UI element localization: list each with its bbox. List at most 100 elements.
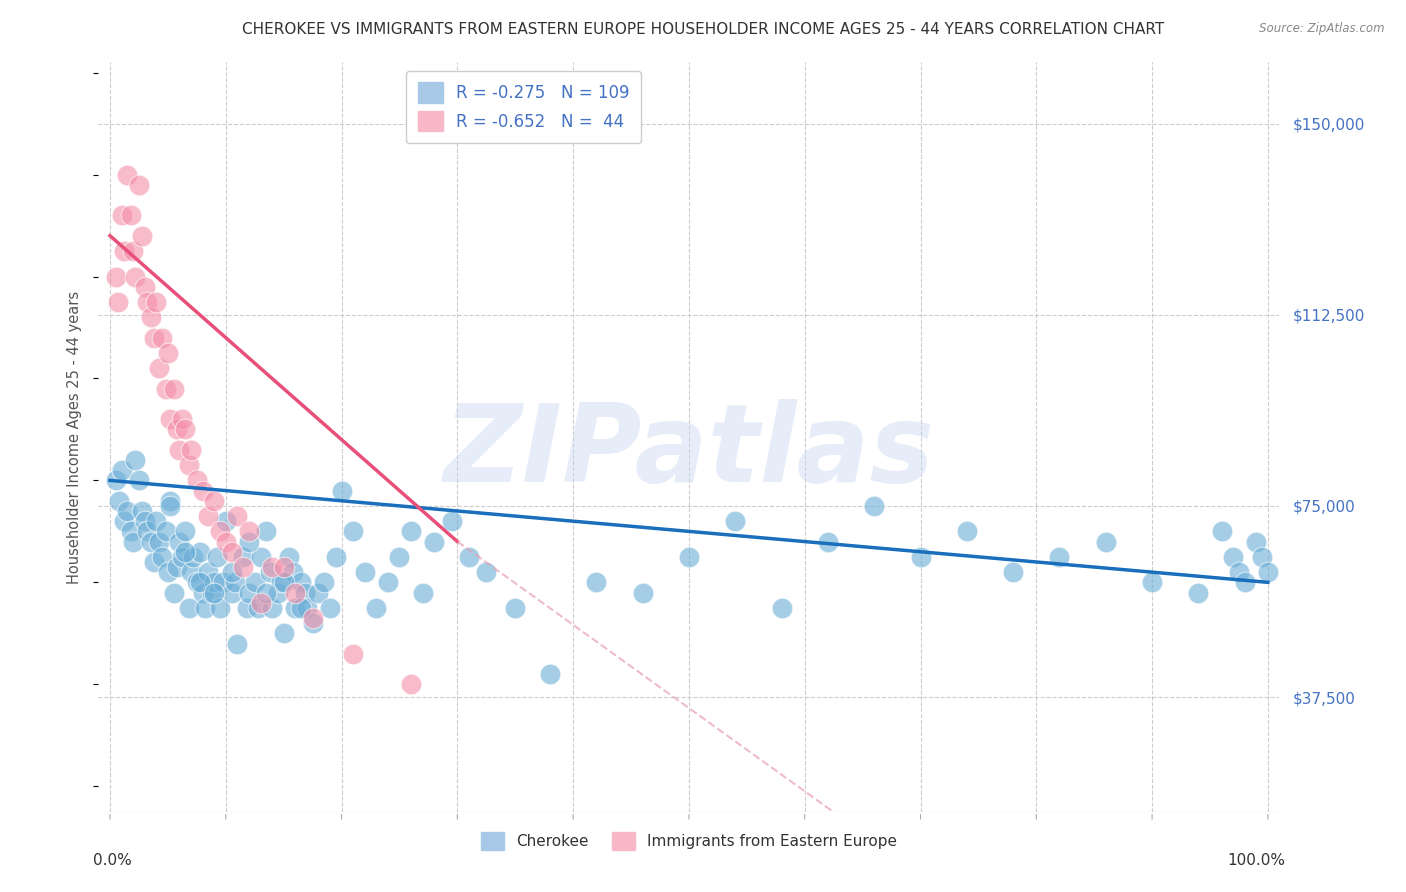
Point (159, 493, 181, 508)
Point (1227, 565, 1250, 579)
Point (412, 585, 434, 599)
Point (143, 331, 166, 345)
Point (163, 585, 186, 599)
Point (169, 442, 191, 457)
Point (1187, 585, 1209, 599)
Point (262, 600, 284, 615)
Point (122, 534, 145, 549)
Point (155, 382, 177, 396)
Point (191, 483, 214, 498)
Point (366, 600, 388, 615)
Point (120, 524, 142, 539)
Point (817, 534, 839, 549)
Point (290, 600, 312, 615)
Point (169, 534, 191, 549)
Point (166, 560, 188, 574)
Point (458, 549, 481, 564)
Point (1222, 549, 1244, 564)
Point (150, 331, 173, 345)
Point (1251, 549, 1274, 564)
Point (110, 208, 132, 222)
Point (238, 534, 260, 549)
Point (262, 560, 284, 574)
Point (205, 549, 228, 564)
Point (201, 585, 224, 599)
Point (956, 524, 979, 539)
Point (284, 585, 307, 599)
Point (267, 585, 290, 599)
Point (174, 524, 197, 539)
Point (770, 600, 793, 615)
Point (221, 565, 243, 579)
Point (186, 474, 208, 488)
Text: 0.0%: 0.0% (93, 853, 131, 868)
Point (188, 575, 211, 590)
Point (120, 208, 142, 222)
Point (134, 279, 156, 293)
Point (128, 178, 150, 192)
Point (136, 295, 159, 310)
Point (247, 600, 270, 615)
Y-axis label: Householder Income Ages 25 - 44 years: Householder Income Ages 25 - 44 years (67, 291, 83, 583)
Point (538, 667, 561, 681)
Point (238, 585, 260, 599)
Point (1140, 575, 1163, 590)
Point (139, 534, 162, 549)
Point (159, 412, 181, 426)
Point (104, 474, 127, 488)
Point (475, 565, 498, 579)
Point (224, 575, 246, 590)
Point (166, 422, 188, 436)
Point (107, 295, 129, 310)
Point (191, 585, 214, 599)
Point (377, 575, 399, 590)
Point (202, 575, 225, 590)
Point (273, 560, 295, 574)
Point (249, 596, 271, 610)
Point (134, 514, 156, 528)
Point (124, 453, 146, 467)
Point (273, 626, 295, 640)
Point (145, 295, 167, 310)
Point (194, 600, 217, 615)
Point (301, 616, 323, 631)
Point (208, 524, 231, 539)
Point (197, 565, 219, 579)
Point (353, 565, 375, 579)
Point (148, 534, 170, 549)
Point (104, 269, 127, 284)
Text: CHEROKEE VS IMMIGRANTS FROM EASTERN EUROPE HOUSEHOLDER INCOME AGES 25 - 44 YEARS: CHEROKEE VS IMMIGRANTS FROM EASTERN EURO… (242, 22, 1164, 37)
Legend: Cherokee, Immigrants from Eastern Europe: Cherokee, Immigrants from Eastern Europe (474, 824, 904, 858)
Point (1211, 524, 1233, 539)
Point (183, 549, 205, 564)
Point (221, 585, 243, 599)
Point (423, 534, 446, 549)
Point (226, 509, 249, 524)
Point (136, 524, 159, 539)
Point (186, 575, 208, 590)
Point (319, 600, 342, 615)
Point (243, 575, 266, 590)
Point (139, 310, 162, 325)
Point (1257, 565, 1279, 579)
Point (170, 549, 193, 564)
Point (342, 524, 364, 539)
Point (284, 600, 307, 615)
Point (270, 575, 292, 590)
Point (910, 549, 932, 564)
Point (197, 509, 219, 524)
Point (202, 585, 225, 599)
Point (399, 677, 422, 691)
Point (1094, 534, 1116, 549)
Point (212, 575, 235, 590)
Point (215, 514, 238, 528)
Text: ZIPatlas: ZIPatlas (443, 399, 935, 505)
Point (678, 549, 700, 564)
Point (202, 493, 225, 508)
Point (503, 600, 526, 615)
Point (330, 483, 353, 498)
Point (110, 463, 132, 477)
Point (631, 585, 654, 599)
Point (281, 565, 304, 579)
Point (131, 504, 153, 518)
